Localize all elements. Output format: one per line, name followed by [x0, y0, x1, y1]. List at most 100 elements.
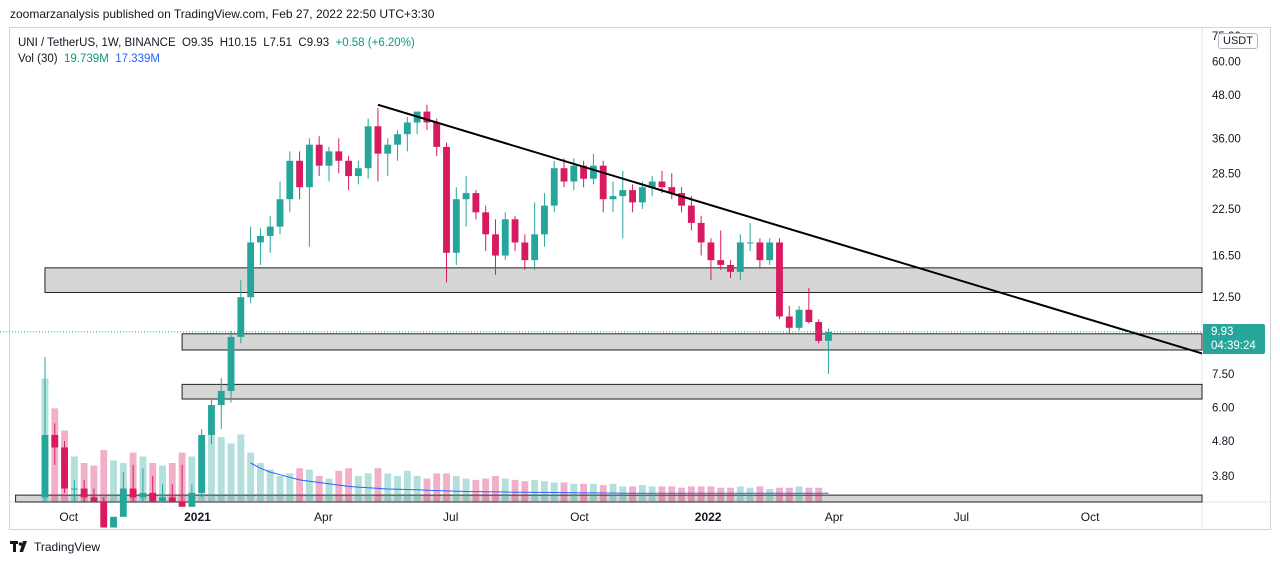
- x-tick-label: Apr: [314, 510, 333, 524]
- volume-bar: [785, 487, 793, 502]
- candle-body: [70, 488, 78, 490]
- candle-body: [276, 199, 284, 227]
- candle-body: [41, 434, 49, 498]
- candle-body: [305, 144, 313, 188]
- volume-bar: [168, 463, 176, 502]
- volume-bar: [257, 463, 264, 502]
- candle-body: [266, 226, 274, 236]
- y-tick-label: 28.50: [1212, 168, 1241, 180]
- candle-body: [237, 297, 245, 337]
- volume-bar: [247, 452, 255, 502]
- volume-bar: [433, 473, 441, 502]
- candle-body: [501, 219, 509, 256]
- trendline: [377, 103, 1203, 355]
- volume-bar: [345, 468, 353, 502]
- x-tick-label: Oct: [1081, 510, 1100, 524]
- volume-bar: [286, 473, 294, 502]
- y-tick-label: 6.00: [1212, 403, 1234, 415]
- legend-vol-label[interactable]: Vol (30): [18, 53, 58, 65]
- volume-bar: [384, 473, 392, 502]
- candle-body: [139, 492, 147, 498]
- candle-body: [315, 144, 323, 166]
- candle-body: [159, 497, 166, 502]
- volume-bar: [354, 476, 362, 502]
- candle-body: [335, 151, 343, 161]
- candle-body: [345, 160, 353, 177]
- volume-bar: [815, 487, 823, 502]
- y-tick-label: 16.50: [1212, 251, 1241, 263]
- candle-body: [452, 199, 460, 253]
- x-tick-label: Jul: [954, 510, 969, 524]
- candle-body: [785, 316, 793, 328]
- candle-body: [247, 242, 255, 298]
- volume-bar: [100, 450, 108, 502]
- y-tick-label: 36.00: [1212, 133, 1241, 145]
- volume-bar: [90, 465, 98, 502]
- volume-bar: [511, 479, 519, 502]
- candle-body: [521, 242, 529, 261]
- candle-body: [129, 488, 137, 498]
- sr-zone-2: [181, 333, 1203, 351]
- legend-change: +0.58 (+6.20%): [335, 37, 415, 49]
- candle-body: [482, 212, 490, 235]
- sr-zone-4: [15, 494, 1203, 503]
- volume-bar: [501, 478, 509, 502]
- candle-body: [462, 193, 470, 200]
- volume-bar: [717, 487, 725, 502]
- candle-body: [766, 242, 774, 261]
- candle-body: [531, 234, 539, 261]
- volume-bar: [658, 486, 666, 502]
- legend-high: H10.15: [219, 37, 257, 49]
- volume-bar: [188, 456, 196, 502]
- candle-body: [560, 168, 568, 182]
- candle-body: [815, 322, 823, 341]
- y-tick-label: 7.50: [1212, 369, 1234, 381]
- candle-body: [472, 193, 480, 213]
- volume-bar: [756, 486, 764, 502]
- volume-bar: [159, 465, 166, 502]
- y-tick-label: 22.50: [1212, 204, 1241, 216]
- legend-low: L7.51: [263, 37, 293, 49]
- candle-body: [61, 447, 68, 489]
- candle-body: [589, 165, 597, 179]
- volume-bar: [746, 487, 754, 502]
- legend-symbol[interactable]: UNI / TetherUS, 1W, BINANCE: [18, 37, 176, 49]
- volume-bar: [482, 478, 490, 502]
- candle-body: [374, 126, 382, 154]
- candle-body: [296, 160, 304, 188]
- volume-bar: [697, 486, 705, 502]
- y-tick-label: 12.50: [1212, 292, 1241, 304]
- candle-body: [697, 222, 705, 243]
- volume-bar: [403, 470, 411, 502]
- volume-bar: [296, 468, 304, 502]
- candle-body: [217, 390, 225, 406]
- volume-bar: [276, 476, 284, 502]
- x-tick-label: 2021: [184, 510, 211, 524]
- legend-volume-row: Vol (30) 19.739M 17.339M: [18, 51, 415, 67]
- volume-bar: [315, 476, 323, 502]
- chart-legend: UNI / TetherUS, 1W, BINANCE O9.35 H10.15…: [18, 35, 415, 67]
- y-tick-label: 3.80: [1212, 471, 1234, 483]
- volume-bar: [374, 468, 382, 502]
- candle-body: [570, 165, 578, 182]
- candle-body: [776, 242, 783, 317]
- candle-body: [354, 168, 362, 177]
- volume-bar: [462, 478, 470, 502]
- candle-body: [286, 160, 294, 200]
- candle-body: [257, 235, 264, 243]
- candle-body: [394, 134, 401, 145]
- x-tick-label: Jul: [443, 510, 458, 524]
- candle-body: [364, 126, 372, 169]
- currency-button[interactable]: USDT: [1218, 33, 1258, 49]
- legend-open: O9.35: [182, 37, 214, 49]
- candle-body: [736, 242, 744, 272]
- volume-bar: [70, 456, 78, 502]
- volume-bar: [443, 473, 450, 502]
- candle-body: [51, 434, 59, 448]
- candle-body: [541, 205, 548, 235]
- sr-zone-3: [181, 383, 1203, 400]
- candle-body: [717, 260, 725, 265]
- tradingview-brand[interactable]: TradingView: [10, 540, 100, 554]
- volume-bar: [629, 486, 637, 502]
